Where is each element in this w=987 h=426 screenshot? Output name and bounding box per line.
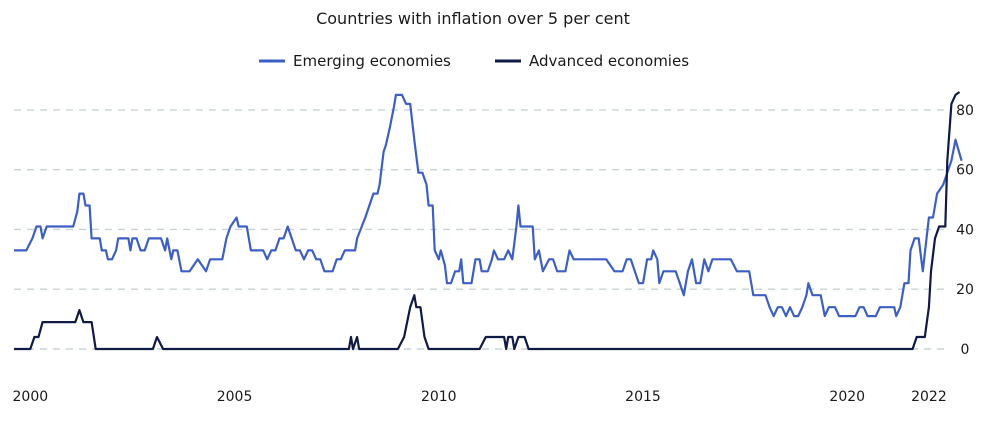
x-tick-label: 2000 xyxy=(13,389,49,405)
chart-title: Countries with inflation over 5 per cent xyxy=(316,9,630,28)
legend-label: Emerging economies xyxy=(293,52,451,70)
legend: Emerging economies Advanced economies xyxy=(259,52,689,70)
series-lines xyxy=(14,91,963,351)
y-tick-label: 60 xyxy=(956,163,974,179)
y-axis: 0 20 40 60 80 xyxy=(956,103,974,358)
x-tick-label: 2015 xyxy=(625,389,661,405)
series-line-advanced-economies xyxy=(14,91,961,351)
y-tick-label: 80 xyxy=(956,103,974,119)
x-tick-label: 2020 xyxy=(829,389,865,405)
x-tick-label: 2010 xyxy=(421,389,457,405)
series-line-emerging-economies xyxy=(14,93,963,318)
x-tick-label: 2022 xyxy=(911,389,947,405)
y-tick-label: 20 xyxy=(956,282,974,298)
y-tick-label: 40 xyxy=(956,222,974,238)
x-tick-label: 2005 xyxy=(217,389,253,405)
legend-label: Advanced economies xyxy=(529,52,689,70)
x-axis: 2000 2005 2010 2015 2020 2022 xyxy=(13,389,947,405)
y-tick-label: 0 xyxy=(961,342,970,358)
gridlines xyxy=(14,109,945,350)
